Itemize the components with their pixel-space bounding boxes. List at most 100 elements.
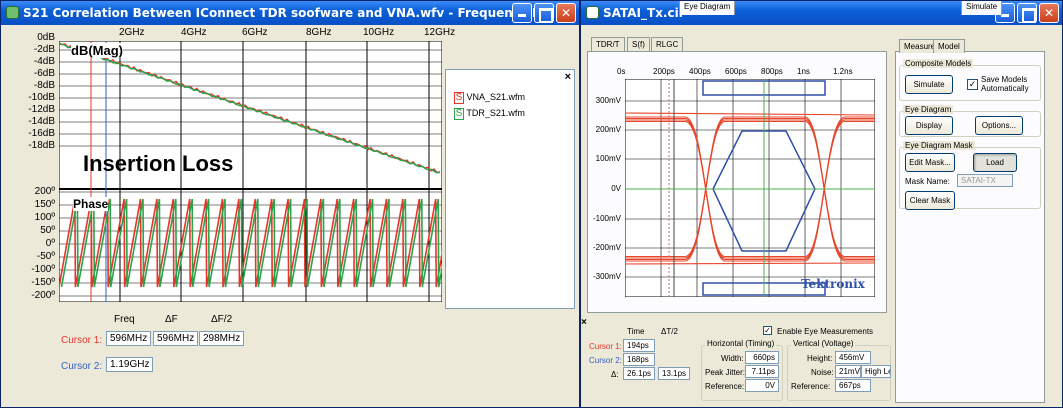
cursor-1-half-delta-f: 298MHz	[199, 331, 245, 346]
x-tick-label: 12GHz	[424, 27, 456, 38]
eye-diagram-window: SATAI_Tx.cir ✕ TDR/T S(f) RLGC Eye Diagr…	[580, 0, 1063, 408]
delta-f-header: ΔF	[165, 314, 178, 325]
frequency-domain-window: S21 Correlation Between IConnect TDR soo…	[0, 0, 580, 408]
peak-jitter-value: 7.11ps	[745, 365, 779, 378]
phase-tick-label: -150º	[31, 277, 55, 288]
edit-mask-button[interactable]: Edit Mask...	[905, 153, 955, 172]
vertical-reference-value: 667ps	[835, 379, 871, 392]
width-value: 660ps	[745, 351, 779, 364]
cursor-1-time: 194ps	[623, 339, 655, 352]
cursor-1-delta-f: 596MHz	[153, 331, 199, 346]
tab-tdr[interactable]: TDR/T	[591, 37, 625, 51]
eye-y-tick-label: -200mV	[592, 243, 621, 252]
tab-simulate[interactable]: Simulate	[961, 1, 1003, 15]
enable-eye-measurements-checkbox[interactable]: ✓	[763, 326, 772, 335]
phase-tick-label: 150º	[34, 199, 55, 210]
vertical-reference-label: Reference:	[791, 382, 831, 391]
window-title: SATAI_Tx.cir	[603, 6, 685, 20]
tdr-marker-icon: S	[454, 108, 464, 120]
eye-y-tick-label: 200mV	[595, 125, 621, 134]
magnitude-tick-label: -6dB	[33, 68, 55, 79]
clear-mask-button[interactable]: Clear Mask	[905, 191, 955, 210]
app-icon	[586, 6, 599, 19]
tektronix-logo: Tektronix	[801, 277, 865, 291]
simulate-button[interactable]: Simulate	[905, 75, 953, 94]
eye-mask-title: Eye Diagram Mask	[903, 141, 975, 150]
load-button[interactable]: Load	[973, 153, 1017, 172]
mask-name-field[interactable]: SATAI-TX	[957, 174, 1013, 187]
noise-value: 21mV	[835, 365, 861, 378]
eye-y-tick-label: -100mV	[592, 214, 621, 223]
magnitude-tick-label: -16dB	[28, 128, 55, 139]
close-button[interactable]: ✕	[556, 3, 576, 23]
panel-close-icon[interactable]: ×	[581, 317, 587, 328]
eye-x-tick-label: 600ps	[725, 67, 747, 76]
eye-x-tick-label: 800ps	[761, 67, 783, 76]
cursor-2-freq: 1.19GHz	[106, 357, 154, 372]
tdr-magnitude-trace	[59, 43, 441, 174]
close-button[interactable]: ✕	[1039, 3, 1059, 23]
delta-t-half-header: ΔT/2	[661, 327, 678, 336]
close-icon: ✕	[1043, 6, 1055, 20]
frequency-plot[interactable]	[59, 41, 442, 302]
maximize-button[interactable]	[534, 3, 554, 23]
eye-y-tick-label: 300mV	[595, 96, 621, 105]
tab-model[interactable]: Model	[933, 39, 965, 53]
vna-marker-icon: S	[454, 92, 464, 104]
cursor-2-label: Cursor 2:	[61, 361, 103, 372]
phase-tick-label: 50º	[40, 225, 55, 236]
legend-item[interactable]: S VNA_S21.wfm	[454, 92, 525, 104]
half-delta-f-header: ΔF/2	[211, 314, 233, 325]
eye-x-tick-label: 200ps	[653, 67, 675, 76]
mask-name-label: Mask Name:	[905, 177, 950, 186]
tab-sf[interactable]: S(f)	[627, 37, 650, 51]
maximize-icon	[535, 4, 553, 23]
delta-time: 26.1ps	[623, 367, 655, 380]
eye-y-tick-label: 100mV	[595, 154, 621, 163]
legend-close-icon[interactable]: ×	[564, 71, 571, 83]
tab-eye-diagram[interactable]: Eye Diagram	[679, 1, 736, 15]
cursor-1-label: Cursor 1:	[61, 335, 103, 346]
height-label: Height:	[807, 354, 833, 363]
x-tick-label: 2GHz	[119, 27, 145, 38]
magnitude-tick-label: -12dB	[28, 104, 55, 115]
vertical-voltage-title: Vertical (Voltage)	[791, 339, 856, 348]
magnitude-tick-label: -14dB	[28, 116, 55, 127]
minimize-icon	[513, 4, 531, 22]
minimize-icon	[996, 4, 1014, 22]
x-tick-label: 8GHz	[306, 27, 332, 38]
horizontal-reference-label: Reference:	[705, 382, 745, 391]
eye-x-tick-label: 1ns	[797, 67, 810, 76]
save-models-checkbox[interactable]: ✓	[967, 79, 978, 90]
horizontal-reference-value: 0V	[745, 379, 779, 392]
magnitude-tick-label: -4dB	[33, 56, 55, 67]
eye-diagram-group	[899, 111, 1041, 137]
legend-item[interactable]: S TDR_S21.wfm	[454, 108, 525, 120]
legend-label: TDR_S21.wfm	[466, 108, 525, 118]
eye-y-tick-label: -300mV	[592, 272, 621, 281]
eye-diagram-plot[interactable]	[625, 79, 875, 297]
window-title: S21 Correlation Between IConnect TDR soo…	[23, 6, 564, 20]
minimize-button[interactable]	[512, 3, 532, 23]
phase-tick-label: -100º	[31, 264, 55, 275]
insertion-loss-annotation: Insertion Loss	[83, 151, 234, 176]
level-select[interactable]: High Level	[861, 365, 891, 378]
legend-label: VNA_S21.wfm	[466, 92, 526, 102]
delta-half-time: 13.1ps	[658, 367, 690, 380]
eye-diagram-title: Eye Diagram	[903, 105, 954, 114]
horizontal-timing-title: Horizontal (Timing)	[705, 339, 777, 348]
tab-rlgc[interactable]: RLGC	[651, 37, 684, 51]
phase-tick-label: -200º	[31, 290, 55, 301]
maximize-button[interactable]	[1017, 3, 1037, 23]
save-models-label: Save Models Automatically	[981, 75, 1029, 93]
noise-label: Noise:	[811, 368, 834, 377]
cursor-2-label: Cursor 2:	[589, 356, 622, 365]
width-label: Width:	[721, 354, 744, 363]
peak-jitter-label: Peak Jitter:	[705, 368, 746, 377]
phase-tick-label: 0º	[45, 238, 55, 249]
magnitude-tick-label: -8dB	[33, 80, 55, 91]
close-icon: ✕	[560, 6, 572, 20]
options-button[interactable]: Options...	[975, 116, 1023, 135]
display-button[interactable]: Display	[905, 116, 953, 135]
title-bar[interactable]: S21 Correlation Between IConnect TDR soo…	[1, 1, 579, 25]
